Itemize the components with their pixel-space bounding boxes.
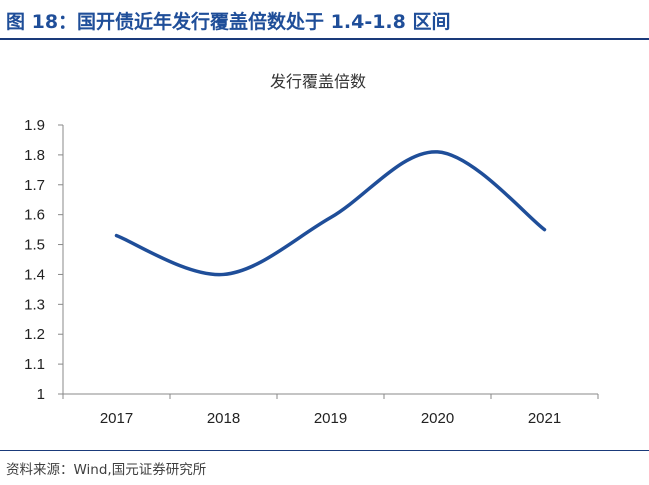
y-tick-label: 1.4 bbox=[24, 266, 45, 283]
y-tick-label: 1.2 bbox=[24, 326, 45, 343]
figure-title: 图 18：国开债近年发行覆盖倍数处于 1.4-1.8 区间 bbox=[6, 11, 451, 33]
y-tick-label: 1.9 bbox=[24, 117, 45, 134]
x-tick-label: 2017 bbox=[100, 410, 133, 427]
x-tick-label: 2020 bbox=[421, 410, 454, 427]
y-tick-label: 1.8 bbox=[24, 147, 45, 164]
chart-series bbox=[114, 150, 547, 277]
y-tick-label: 1.1 bbox=[24, 356, 45, 373]
y-tick-label: 1 bbox=[37, 386, 45, 403]
figure-header: 图 18：国开债近年发行覆盖倍数处于 1.4-1.8 区间 bbox=[0, 0, 649, 40]
y-tick-label: 1.3 bbox=[24, 296, 45, 313]
figure-footer: 资料来源：Wind,国元证券研究所 bbox=[0, 450, 649, 485]
line-chart: 发行覆盖倍数 1 1.1 1.2 1.3 1.4 1.5 1.6 1.7 1.8 1.9 2017 2… bbox=[24, 72, 599, 427]
y-tick-label: 1.7 bbox=[24, 177, 45, 194]
y-tick-label: 1.5 bbox=[24, 237, 45, 254]
y-tick-label: 1.6 bbox=[24, 207, 45, 224]
source-note: 资料来源：Wind,国元证券研究所 bbox=[6, 462, 207, 478]
x-tick-label: 2018 bbox=[207, 410, 240, 427]
series-line bbox=[114, 150, 547, 277]
x-tick-label: 2021 bbox=[528, 410, 561, 427]
x-tick-label: 2019 bbox=[314, 410, 347, 427]
chart-title: 发行覆盖倍数 bbox=[270, 72, 366, 91]
chart-axes: 1 1.1 1.2 1.3 1.4 1.5 1.6 1.7 1.8 1.9 2017 2018 2019… bbox=[24, 117, 599, 427]
